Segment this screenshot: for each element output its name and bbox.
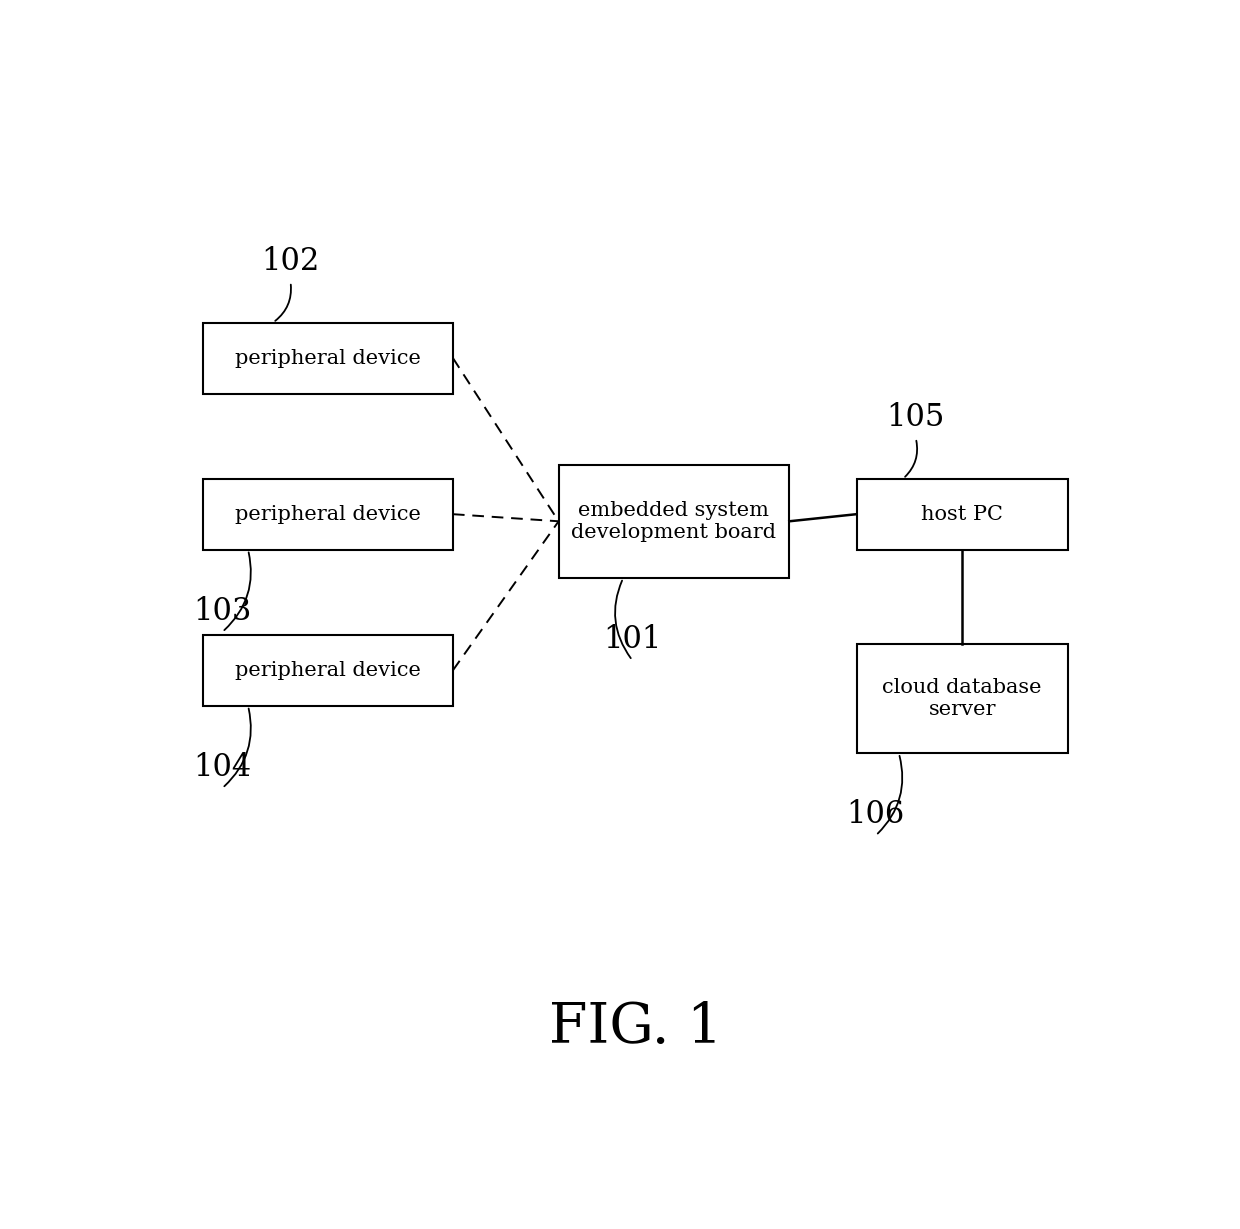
Text: FIG. 1: FIG. 1	[549, 1000, 722, 1054]
Bar	[203, 322, 453, 393]
Text: embedded system
development board: embedded system development board	[572, 500, 776, 542]
Text: host PC: host PC	[921, 505, 1003, 524]
Bar	[203, 635, 453, 705]
Text: cloud database
server: cloud database server	[883, 678, 1042, 719]
Text: 104: 104	[193, 752, 252, 783]
Bar	[203, 479, 453, 549]
Text: 105: 105	[887, 402, 945, 433]
Bar	[857, 479, 1068, 549]
Text: 103: 103	[193, 596, 252, 627]
Text: peripheral device: peripheral device	[236, 349, 420, 367]
Text: peripheral device: peripheral device	[236, 661, 420, 680]
Text: 101: 101	[603, 624, 662, 655]
Text: peripheral device: peripheral device	[236, 505, 420, 524]
Bar	[558, 465, 789, 578]
Text: 106: 106	[847, 799, 905, 830]
Bar	[857, 644, 1068, 753]
Text: 102: 102	[262, 246, 320, 277]
